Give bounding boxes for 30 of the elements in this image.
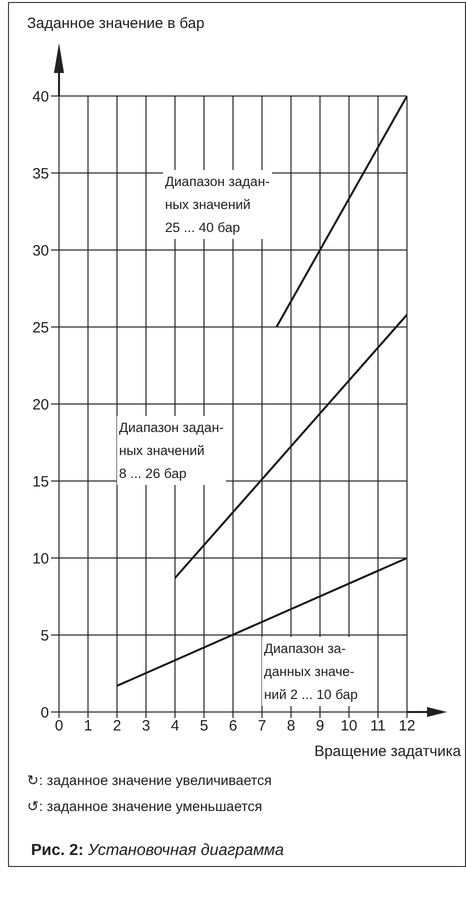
y-tick-label: 10 (32, 550, 49, 568)
y-tick-label: 15 (32, 473, 49, 490)
x-tick-label: 4 (170, 718, 180, 735)
y-tick-label: 25 (32, 319, 49, 336)
x-tick-label: 10 (340, 718, 358, 735)
y-tick-label: 20 (32, 396, 49, 414)
x-axis-title: Вращение задатчика (313, 743, 462, 760)
x-tick-label: 12 (398, 718, 416, 735)
x-tick-label: 7 (258, 718, 266, 735)
y-tick-label: 5 (40, 627, 49, 644)
y-tick-label: 35 (32, 165, 49, 182)
y-tick-label: 0 (40, 704, 49, 722)
x-tick-label: 9 (316, 718, 324, 735)
x-tick-label: 8 (286, 718, 296, 735)
x-tick-label: 5 (200, 718, 208, 735)
annotation: Диапазон задан- ных значений 8 ... 26 бар (117, 416, 226, 485)
x-tick-label: 3 (142, 718, 150, 735)
text: Рис. 2: Установочная диаграмма (31, 842, 284, 859)
x-tick-label: 1 (84, 718, 92, 735)
x-tick-label: 11 (370, 718, 386, 735)
annotation: Диапазон за- данных значе- ний 2 ... 10 бар (262, 637, 360, 706)
text: ↻: заданное значение увеличивается (27, 772, 273, 788)
y-tick-label: 40 (32, 88, 49, 106)
x-tick-label: 6 (228, 718, 238, 735)
text: ↺: заданное значение уменьшается (27, 798, 264, 814)
y-tick-label: 30 (32, 242, 49, 260)
x-tick-label: 0 (54, 718, 64, 735)
x-tick-label: 2 (112, 718, 122, 735)
y-axis-title: Заданное значение в бар (27, 15, 204, 32)
annotation: Диапазон задан- ных значений 25 ... 40 бар (163, 170, 272, 239)
